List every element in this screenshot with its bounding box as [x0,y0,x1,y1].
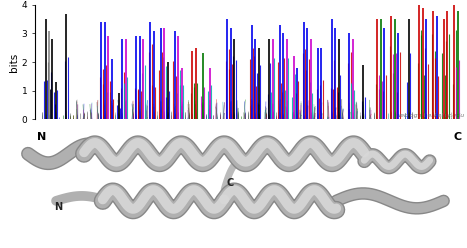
Text: C: C [226,178,234,188]
Text: weblogo.berkeley.edu: weblogo.berkeley.edu [396,113,465,118]
Y-axis label: bits: bits [9,52,19,72]
Text: N: N [37,132,47,142]
Text: C: C [453,132,462,142]
Text: N: N [54,202,62,212]
